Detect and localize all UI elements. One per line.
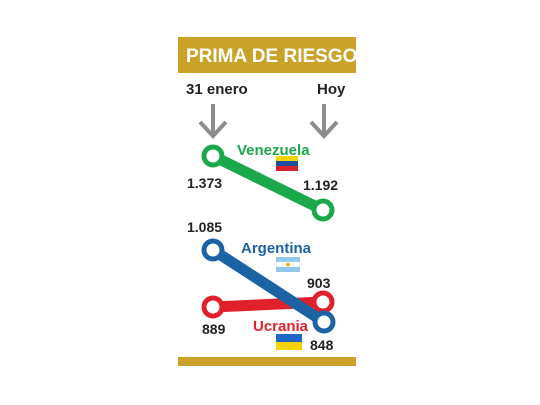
venezuela-flag <box>276 156 298 171</box>
venezuela-start-point <box>201 144 225 168</box>
down-arrow-icon <box>198 104 228 139</box>
venezuela-label: Venezuela <box>237 142 310 159</box>
ucrania-end-point <box>311 290 335 314</box>
venezuela-end-value: 1.192 <box>303 177 338 193</box>
ukraine-flag <box>276 334 302 350</box>
argentina-flag <box>275 257 301 272</box>
series-layer: Venezuela 1.373 1.192 Argentina 1.085 848Ucra… <box>187 142 338 353</box>
venezuela-start-value: 1.373 <box>187 175 222 191</box>
end-column-label: Hoy <box>317 81 346 98</box>
ucrania-start-point <box>201 295 225 319</box>
ucrania-end-value: 903 <box>307 275 331 291</box>
footer-bar <box>178 357 356 366</box>
ucrania-label: Ucrania <box>253 318 309 335</box>
header-title: PRIMA DE RIESGO <box>186 46 357 67</box>
down-arrow-icon <box>309 104 339 139</box>
argentina-label: Argentina <box>241 240 312 257</box>
argentina-line <box>207 244 330 328</box>
argentina-end-point <box>312 310 336 334</box>
argentina-start-point <box>201 238 225 262</box>
header-bar <box>178 37 356 73</box>
venezuela-line <box>207 150 329 216</box>
argentina-start-value: 1.085 <box>187 219 222 235</box>
ucrania-start-value: 889 <box>202 321 226 337</box>
venezuela-end-point <box>311 198 335 222</box>
argentina-end-value: 848 <box>310 337 334 353</box>
start-column-label: 31 enero <box>186 81 248 98</box>
ucrania-line <box>207 296 329 313</box>
